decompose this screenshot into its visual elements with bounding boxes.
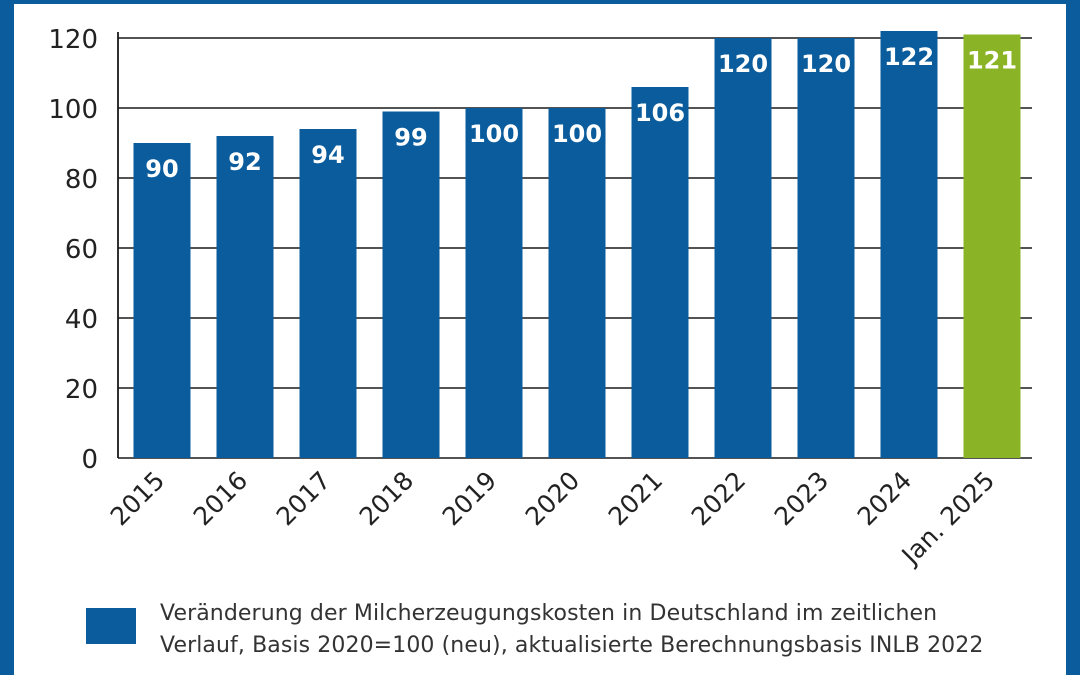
x-tick-label: 2023	[769, 466, 834, 531]
y-tick-label: 0	[81, 445, 98, 475]
bar	[299, 129, 357, 458]
legend-text: Veränderung der Milcherzeugungskosten in…	[160, 598, 983, 662]
x-tick-label: 2015	[105, 466, 170, 531]
bar-value-label: 121	[967, 47, 1017, 75]
bar	[631, 87, 689, 458]
bar	[133, 143, 191, 458]
x-tick-label: 2024	[852, 466, 917, 531]
x-tick-label: 2020	[520, 466, 585, 531]
bar	[465, 108, 523, 458]
bar-value-label: 99	[394, 124, 427, 152]
legend-line-1: Veränderung der Milcherzeugungskosten in…	[160, 601, 938, 626]
bar	[216, 136, 274, 458]
x-tick-label: 2022	[686, 466, 751, 531]
x-tick-label: 2019	[437, 466, 502, 531]
bar-value-label: 120	[801, 50, 851, 78]
legend-line-2: Verlauf, Basis 2020=100 (neu), aktualisi…	[160, 633, 984, 658]
bar	[797, 38, 855, 458]
legend-swatch	[86, 608, 136, 644]
bar-value-label: 100	[552, 120, 602, 148]
y-tick-label: 120	[48, 25, 98, 55]
bar-value-label: 90	[145, 155, 178, 183]
x-tick-label: 2018	[354, 466, 419, 531]
bar	[548, 108, 606, 458]
bar-value-label: 92	[228, 148, 261, 176]
bar-value-label: 120	[718, 50, 768, 78]
y-tick-label: 20	[65, 375, 98, 405]
bar-value-label: 122	[884, 43, 934, 71]
bar	[963, 34, 1021, 458]
y-tick-label: 60	[65, 235, 98, 265]
bar	[880, 31, 938, 458]
legend: Veränderung der Milcherzeugungskosten in…	[86, 598, 1046, 662]
bar	[382, 111, 440, 458]
y-tick-label: 80	[65, 165, 98, 195]
x-tick-label: 2021	[603, 466, 668, 531]
bar-chart: 0 20 40 60 80 100 120 90 2015 92 2016 94 2017 99 2018 1…	[48, 25, 1032, 571]
bar	[714, 38, 772, 458]
x-tick-label: 2016	[188, 466, 253, 531]
bar-value-label: 100	[469, 120, 519, 148]
y-tick-label: 40	[65, 305, 98, 335]
bar-value-label: 106	[635, 99, 685, 127]
y-tick-label: 100	[48, 95, 98, 125]
bar-value-label: 94	[311, 141, 344, 169]
x-tick-label: 2017	[271, 466, 336, 531]
